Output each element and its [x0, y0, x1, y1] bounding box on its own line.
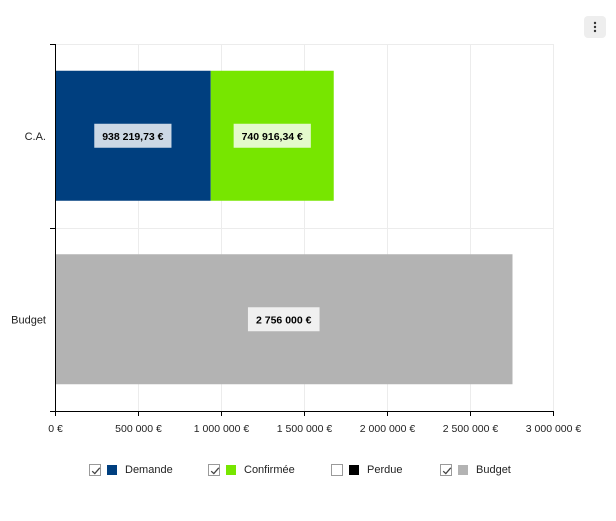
- x-tick-label: 3 000 000 €: [526, 423, 582, 435]
- legend-label-confirmee: Confirmée: [244, 464, 295, 476]
- legend-swatch-demande: [107, 465, 117, 475]
- data-label: 938 219,73 €: [102, 131, 163, 143]
- legend-item-budget[interactable]: Budget: [440, 459, 511, 481]
- x-tick-label: 1 000 000 €: [194, 423, 250, 435]
- legend-item-demande[interactable]: Demande: [89, 459, 173, 481]
- legend-checkbox-confirmee[interactable]: [208, 464, 220, 476]
- legend-label-demande: Demande: [125, 464, 173, 476]
- data-label-box: [94, 123, 172, 148]
- chart-menu-button[interactable]: [584, 16, 606, 38]
- legend-label-perdue: Perdue: [367, 464, 403, 476]
- legend-swatch-confirmee: [226, 465, 236, 475]
- bar-chart: 938 219,73 € 740 916,34 € C.A. 2 756 000 € B…: [11, 44, 582, 435]
- x-tick-label: 2 500 000 €: [443, 423, 499, 435]
- category-label: Budget: [11, 314, 46, 326]
- x-tick-label: 2 000 000 €: [360, 423, 416, 435]
- kebab-menu-icon: [593, 21, 597, 33]
- data-label-box: [233, 123, 311, 148]
- legend-checkbox-demande[interactable]: [89, 464, 101, 476]
- data-label: 2 756 000 €: [256, 314, 312, 326]
- x-tick-label: 0 €: [48, 423, 63, 435]
- chart-legend: Demande Confirmée Perdue Budget: [0, 459, 616, 481]
- legend-swatch-perdue: [349, 465, 359, 475]
- legend-checkbox-perdue[interactable]: [331, 464, 343, 476]
- legend-label-budget: Budget: [476, 464, 511, 476]
- x-tick-label: 500 000 €: [115, 423, 162, 435]
- legend-item-confirmee[interactable]: Confirmée: [208, 459, 295, 481]
- legend-item-perdue[interactable]: Perdue: [331, 459, 402, 481]
- legend-swatch-budget: [458, 465, 468, 475]
- data-label: 740 916,34 €: [242, 131, 303, 143]
- x-tick-label: 1 500 000 €: [277, 423, 333, 435]
- data-label-box: [247, 307, 320, 332]
- legend-checkbox-budget[interactable]: [440, 464, 452, 476]
- category-label: C.A.: [25, 131, 46, 143]
